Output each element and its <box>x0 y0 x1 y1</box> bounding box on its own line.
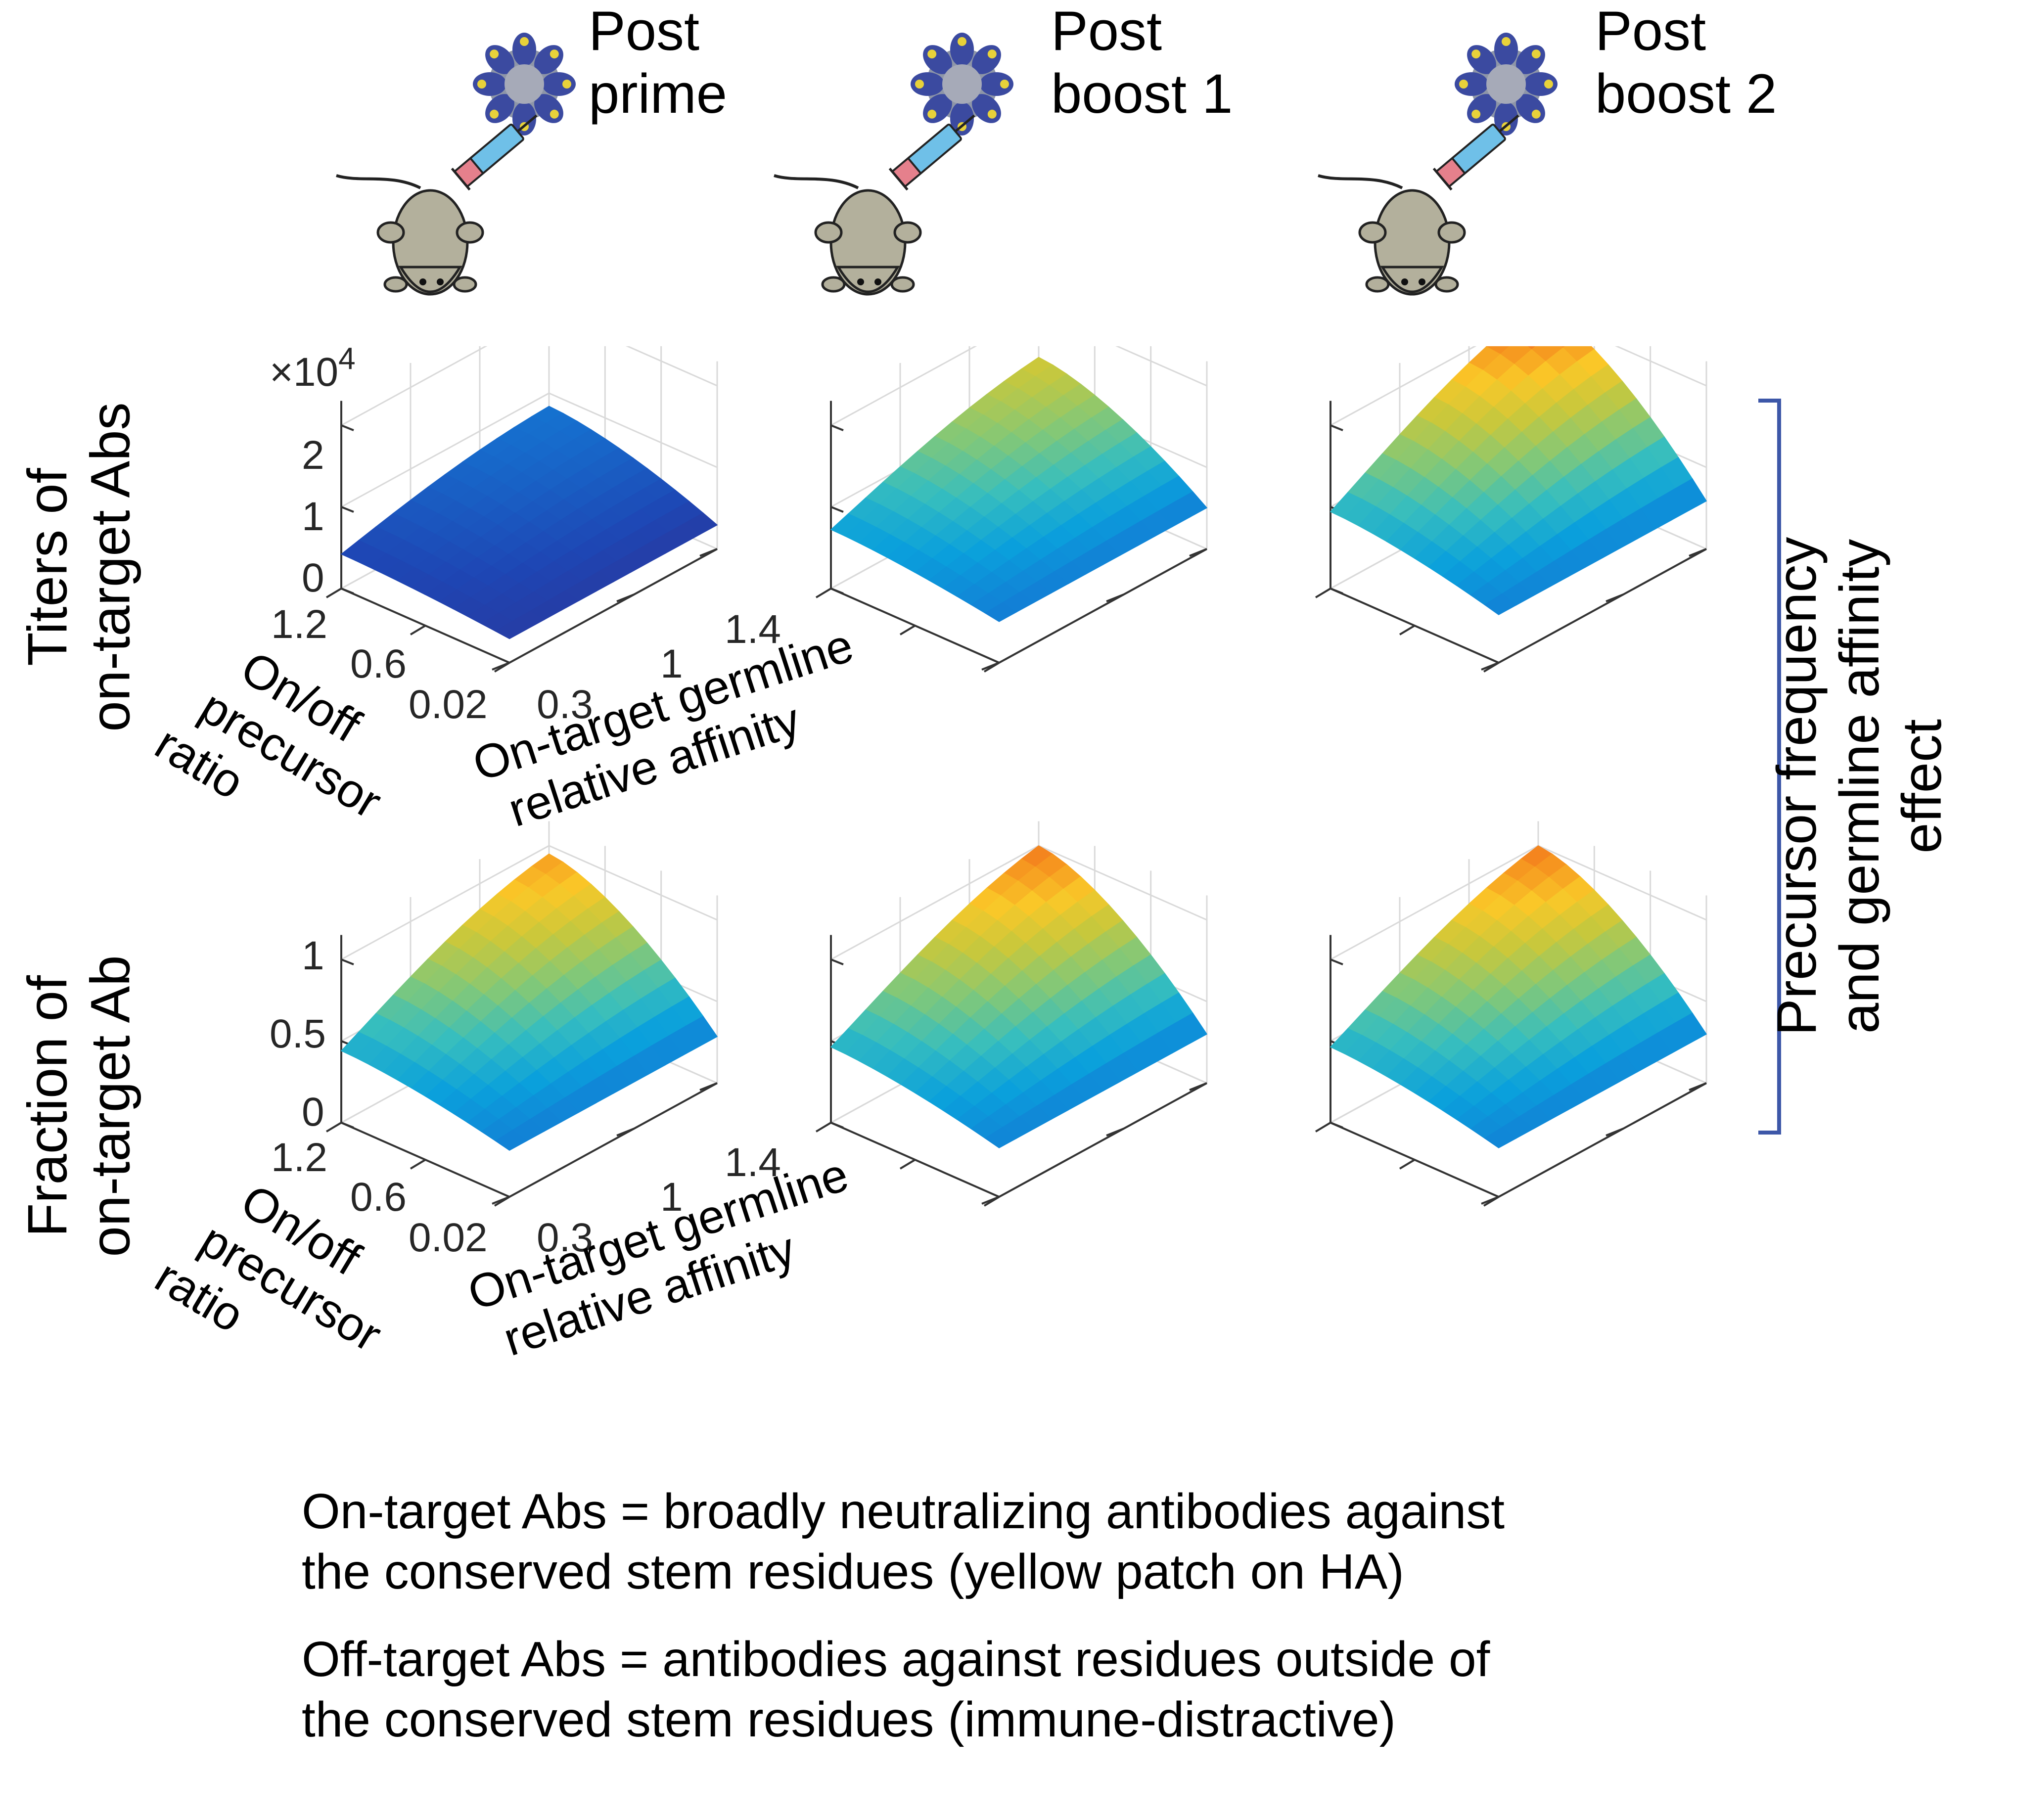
surface-panel-fraction-post-boost-2 <box>1315 821 1707 1207</box>
y-tick-label: 1 <box>660 1175 683 1220</box>
z-tick-label: 0 <box>302 555 324 600</box>
note-on-target-line1: On-target Abs = broadly neutralizing ant… <box>302 1484 1505 1539</box>
axis-lines <box>815 401 1207 673</box>
column-title-line1: Post <box>1051 0 1162 62</box>
surface-mesh <box>1330 346 1707 615</box>
x-tick-label: 0.6 <box>350 641 407 686</box>
axis-lines <box>325 935 718 1207</box>
x-tick-label: 1.2 <box>271 602 327 647</box>
surface-face <box>1526 346 1537 350</box>
column-title-line1: Post <box>1595 0 1706 62</box>
nanoparticle-icon <box>911 33 1013 136</box>
surface-panel-fraction-post-boost-1 <box>815 821 1208 1207</box>
column-title-line2: prime <box>589 62 728 125</box>
surface-mesh <box>830 357 1208 622</box>
y-tick-label: 1.4 <box>725 607 781 652</box>
surface-face <box>495 1130 528 1151</box>
z-exponent: ×104 <box>270 346 356 395</box>
column-title-line1: Post <box>589 0 700 62</box>
syringe-icon <box>1432 114 1519 191</box>
z-tick-label: 0.5 <box>270 1011 326 1056</box>
mouse-icon <box>336 174 484 296</box>
nanoparticle-icon <box>1455 33 1558 136</box>
surface-panel-fraction-post-prime <box>325 821 718 1207</box>
surface-face <box>495 621 528 639</box>
axis-lines <box>1315 401 1707 673</box>
note-off-target-line1: Off-target Abs = antibodies against resi… <box>302 1632 1490 1687</box>
surface-plots: ×104 2 1 0 1.2 0.6 0.02 0.3 1 1.4 On/off… <box>146 346 1707 1366</box>
surface-panel-titers-post-boost-2 <box>1315 346 1707 673</box>
axis-lines <box>325 401 718 673</box>
syringe-icon <box>451 114 538 191</box>
z-tick-label: 1 <box>302 494 324 539</box>
surface-panel-titers-post-boost-1 <box>815 346 1208 673</box>
z-tick-label: 2 <box>302 433 324 478</box>
z-tick-label: 1 <box>302 933 324 978</box>
mouse-icon <box>774 174 922 296</box>
surface-face <box>984 1127 1017 1148</box>
surface-face <box>984 602 1017 622</box>
vaccination-illustration <box>1318 33 1558 296</box>
vaccination-illustration <box>336 33 576 296</box>
side-bracket <box>1758 399 1781 1135</box>
y-tick-label: 1 <box>660 641 683 686</box>
definition-notes: On-target Abs = broadly neutralizing ant… <box>302 1481 1983 1750</box>
x-tick-label: 0.02 <box>409 1215 488 1260</box>
surface-face <box>1484 1127 1517 1148</box>
y-tick-label: 0.3 <box>537 682 593 727</box>
z-exponent-power: 4 <box>338 346 355 376</box>
x-tick-label: 1.2 <box>271 1135 327 1180</box>
surface-mesh <box>340 406 718 639</box>
x-tick-label: 0.02 <box>409 682 488 727</box>
mouse-icon <box>1318 174 1466 296</box>
axis-lines <box>815 935 1207 1207</box>
illustration-icons <box>336 33 1558 296</box>
column-title-post-prime: Post prime <box>589 0 727 125</box>
column-title-line2: boost 1 <box>1051 62 1233 125</box>
vaccination-illustration <box>774 33 1013 296</box>
column-title-line2: boost 2 <box>1595 62 1777 125</box>
surface-panel-titers-post-prime <box>325 346 718 673</box>
y-tick-label: 0.3 <box>537 1215 593 1260</box>
syringe-icon <box>888 114 975 191</box>
axis-lines <box>1315 935 1707 1207</box>
note-off-target-line2: the conserved stem residues (immune-dist… <box>302 1692 1396 1747</box>
column-title-post-boost-2: Post boost 2 <box>1595 0 1777 125</box>
surface-face <box>1484 593 1517 615</box>
y-tick-label: 1.4 <box>725 1140 781 1185</box>
column-title-post-boost-1: Post boost 1 <box>1051 0 1233 125</box>
note-on-target-line2: the conserved stem residues (yellow patc… <box>302 1544 1404 1599</box>
nanoparticle-icon <box>473 33 576 136</box>
z-tick-label: 0 <box>302 1090 324 1135</box>
surface-mesh <box>1330 845 1707 1148</box>
bracket-line <box>1758 399 1781 1135</box>
surface-mesh <box>830 845 1208 1148</box>
x-tick-label: 0.6 <box>350 1175 407 1220</box>
surface-mesh <box>340 853 718 1151</box>
